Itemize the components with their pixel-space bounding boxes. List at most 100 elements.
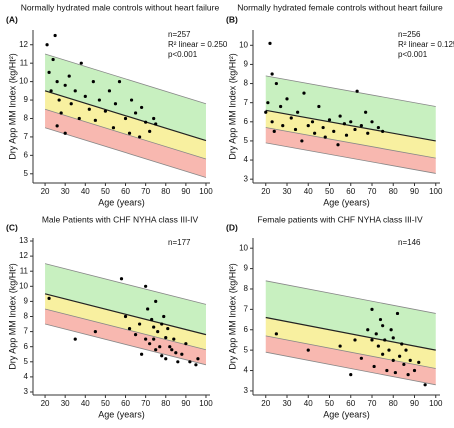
data-point: [144, 284, 148, 288]
reference-line: [44, 53, 207, 105]
data-point: [338, 114, 342, 118]
data-point: [289, 116, 293, 120]
data-point: [79, 61, 83, 65]
data-point: [119, 277, 124, 281]
y-axis-label: Dry App MM Index (kg/Ht²): [7, 53, 17, 160]
x-tick-label: 60: [121, 187, 130, 196]
data-point: [133, 333, 138, 337]
y-tick-label: 11: [20, 266, 29, 275]
panel-title: Normally hydrated male controls without …: [21, 2, 220, 12]
data-point: [391, 336, 395, 340]
x-tick-label: 20: [41, 399, 50, 408]
x-axis-label: Age (years): [98, 197, 145, 207]
x-axis-label: Age (years): [323, 197, 370, 207]
y-tick-label: 10: [239, 243, 248, 252]
data-point: [349, 373, 353, 377]
reference-band: [45, 293, 206, 350]
data-point: [127, 131, 132, 135]
y-tick-label: 10: [239, 40, 248, 49]
data-point: [148, 342, 152, 346]
y-tick-label: 12: [19, 251, 28, 260]
data-point: [144, 120, 148, 124]
data-point: [338, 344, 342, 348]
data-point: [323, 135, 327, 139]
data-point: [385, 368, 389, 373]
data-point: [111, 126, 116, 130]
data-point: [342, 122, 346, 126]
data-point: [129, 98, 134, 102]
y-tick-label: 5: [24, 357, 29, 366]
x-tick-label: 100: [429, 187, 443, 196]
x-tick-label: 50: [325, 187, 334, 196]
x-tick-label: 60: [121, 399, 130, 408]
y-tick-label: 8: [24, 312, 29, 321]
data-point: [162, 314, 166, 319]
y-tick-label: 5: [24, 169, 29, 178]
data-point: [57, 98, 61, 102]
data-point: [73, 89, 77, 93]
data-point: [370, 307, 374, 311]
data-point: [281, 124, 285, 128]
data-point: [83, 94, 87, 98]
data-point: [140, 105, 144, 110]
y-tick-label: 13: [19, 236, 28, 245]
data-point: [372, 364, 376, 369]
data-point: [366, 328, 370, 332]
panel-title: Normally hydrated female controls withou…: [237, 2, 443, 12]
stat-text: n=256: [398, 30, 421, 39]
reference-band: [265, 317, 436, 369]
data-point: [154, 122, 158, 126]
reference-line: [265, 335, 436, 369]
data-point: [176, 360, 180, 364]
y-tick-label: 9: [244, 264, 249, 273]
data-point: [389, 328, 393, 332]
stat-text: R² linear = 0.250: [168, 40, 228, 49]
data-point: [63, 83, 67, 87]
x-tick-label: 60: [346, 399, 355, 408]
x-tick-label: 50: [325, 399, 334, 408]
data-point: [53, 33, 57, 38]
x-tick-label: 20: [261, 399, 270, 408]
data-point: [393, 370, 397, 375]
y-tick-label: 8: [244, 284, 249, 293]
data-point: [313, 131, 317, 135]
y-tick-label: 10: [19, 281, 28, 290]
reference-line: [44, 127, 207, 178]
reference-band: [45, 109, 206, 178]
panel-title: Male Patients with CHF NYHA class III-IV: [42, 214, 199, 224]
x-tick-label: 100: [199, 399, 213, 408]
reference-band: [265, 110, 436, 159]
reference-line: [265, 75, 436, 107]
data-point: [293, 127, 298, 132]
x-axis-label: Age (years): [98, 409, 145, 419]
x-tick-label: 90: [181, 187, 190, 196]
data-point: [285, 97, 289, 101]
data-point: [123, 116, 128, 121]
reference-band: [45, 90, 206, 160]
data-point: [138, 135, 142, 139]
data-point: [69, 102, 73, 106]
stat-text: R² linear = 0.125: [398, 40, 454, 49]
data-point: [164, 357, 168, 361]
reference-line: [44, 323, 207, 366]
data-point: [148, 129, 152, 133]
data-point: [63, 131, 67, 135]
data-point: [180, 352, 184, 356]
data-point: [127, 326, 132, 331]
data-point: [47, 70, 51, 74]
data-point: [268, 41, 272, 45]
data-point: [359, 124, 363, 128]
data-point: [370, 338, 374, 342]
data-point: [55, 124, 59, 128]
data-point: [160, 354, 164, 358]
data-point: [73, 337, 77, 341]
y-tick-label: 12: [19, 40, 28, 49]
data-point: [55, 80, 59, 84]
y-tick-label: 4: [24, 372, 29, 381]
y-tick-label: 5: [244, 136, 249, 145]
data-point: [404, 348, 408, 352]
y-tick-label: 3: [244, 174, 249, 183]
data-point: [398, 354, 402, 358]
y-tick-label: 7: [244, 98, 249, 107]
